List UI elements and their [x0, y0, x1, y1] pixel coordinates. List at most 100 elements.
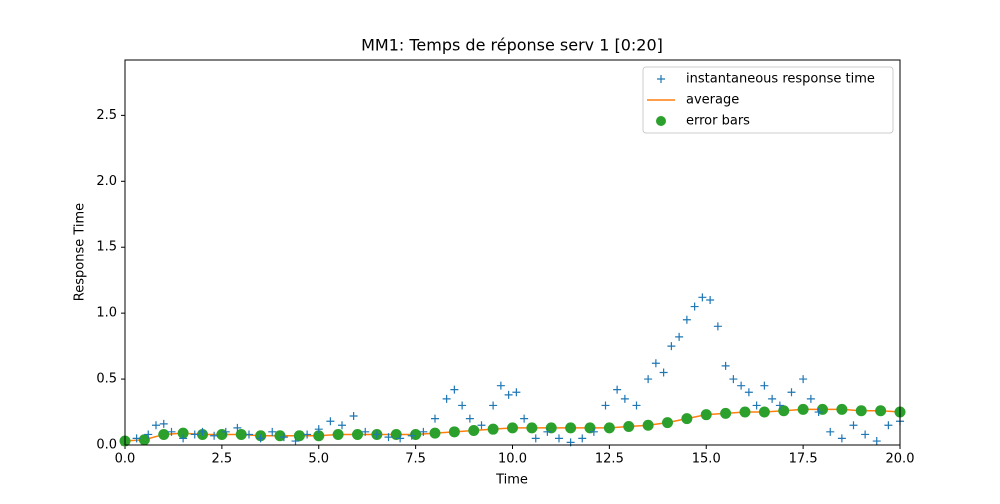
- response-point: [613, 385, 622, 394]
- response-point: [837, 434, 846, 443]
- response-point: [442, 394, 451, 403]
- error-bar-point: [603, 422, 615, 434]
- error-bar-point: [836, 403, 848, 415]
- error-bar-point: [158, 428, 170, 440]
- response-point: [651, 359, 660, 368]
- response-point: [806, 394, 815, 403]
- response-point: [814, 408, 823, 417]
- x-tick-label: 20.0: [886, 452, 915, 467]
- y-tick-label: 2.0: [96, 174, 117, 189]
- error-bar-point: [468, 424, 480, 436]
- x-tick-label: 2.5: [212, 452, 233, 467]
- x-tick-label: 10.0: [498, 452, 527, 467]
- response-point: [737, 381, 746, 390]
- response-point: [787, 388, 796, 397]
- response-point: [555, 434, 563, 443]
- response-point: [682, 315, 691, 324]
- response-point: [520, 414, 529, 423]
- response-point: [721, 361, 730, 370]
- error-bar-point: [526, 422, 538, 434]
- response-point: [690, 302, 699, 311]
- legend-plus: [657, 75, 665, 83]
- response-point: [589, 427, 598, 436]
- response-point: [775, 401, 784, 410]
- response-point: [872, 437, 881, 446]
- response-point: [338, 421, 346, 430]
- response-point: [744, 388, 753, 397]
- response-point: [632, 401, 641, 410]
- x-tick-label: 5.0: [308, 452, 329, 467]
- y-tick-label: 1.0: [96, 306, 117, 321]
- response-point: [221, 427, 230, 436]
- response-point: [543, 427, 552, 436]
- legend-label: average: [686, 93, 739, 108]
- response-point: [752, 401, 761, 410]
- error-bar-point: [235, 428, 247, 440]
- x-tick-label: 15.0: [692, 452, 721, 467]
- error-bar-point: [313, 430, 325, 442]
- legend-box: [642, 66, 894, 134]
- error-bar-point: [429, 427, 441, 439]
- error-bar-point: [390, 428, 402, 440]
- response-point: [768, 394, 777, 403]
- response-point: [477, 421, 486, 430]
- error-bar-point: [545, 422, 557, 434]
- response-point: [198, 427, 207, 436]
- response-point: [384, 433, 393, 442]
- response-point: [132, 434, 141, 443]
- response-point: [233, 423, 242, 432]
- error-bar-point: [352, 428, 363, 440]
- error-bar-point: [642, 419, 654, 431]
- error-bar-point: [448, 426, 460, 438]
- error-bar-point: [720, 407, 732, 419]
- legend-label: instantaneous response time: [686, 72, 875, 87]
- response-point: [760, 381, 769, 390]
- response-point: [667, 342, 676, 351]
- y-tick-label: 0.0: [96, 438, 117, 453]
- error-bar-point: [138, 434, 150, 446]
- response-point: [314, 425, 323, 434]
- error-bar-point: [758, 406, 770, 418]
- response-point: [620, 394, 629, 403]
- error-bar-point: [623, 421, 635, 433]
- error-bar-point: [875, 405, 887, 417]
- error-bar-point: [739, 406, 751, 418]
- response-point: [489, 401, 498, 410]
- response-point: [190, 430, 199, 439]
- error-bar-point: [662, 417, 673, 429]
- legend-dot: [656, 116, 666, 126]
- response-point: [849, 421, 858, 430]
- x-tick-label: 0.0: [115, 452, 136, 467]
- response-point: [450, 385, 459, 394]
- response-point: [159, 419, 168, 428]
- error-bar-point: [565, 422, 577, 434]
- response-point: [675, 332, 684, 341]
- error-bar-point: [700, 409, 712, 421]
- response-point: [303, 430, 312, 439]
- response-point: [884, 421, 893, 430]
- error-bar-point: [778, 405, 790, 417]
- response-point: [861, 430, 870, 439]
- response-point: [144, 430, 153, 439]
- y-tick-label: 2.5: [96, 108, 117, 123]
- y-tick-label: 1.5: [96, 240, 117, 255]
- response-point: [531, 434, 540, 443]
- response-point: [256, 434, 265, 443]
- response-point: [179, 434, 188, 443]
- error-bar-point: [681, 413, 693, 425]
- response-point: [279, 433, 288, 442]
- response-point: [349, 411, 358, 420]
- response-point: [458, 401, 467, 410]
- response-point: [210, 431, 219, 440]
- x-tick-label: 17.5: [789, 452, 818, 467]
- response-point: [407, 431, 416, 440]
- error-bar-point: [410, 428, 422, 440]
- response-point: [698, 293, 707, 302]
- error-bar-point: [293, 430, 305, 442]
- chart-title: MM1: Temps de réponse serv 1 [0:20]: [361, 36, 663, 55]
- response-point: [504, 390, 513, 399]
- response-point: [729, 375, 738, 384]
- response-point: [268, 427, 277, 436]
- response-point: [465, 414, 474, 423]
